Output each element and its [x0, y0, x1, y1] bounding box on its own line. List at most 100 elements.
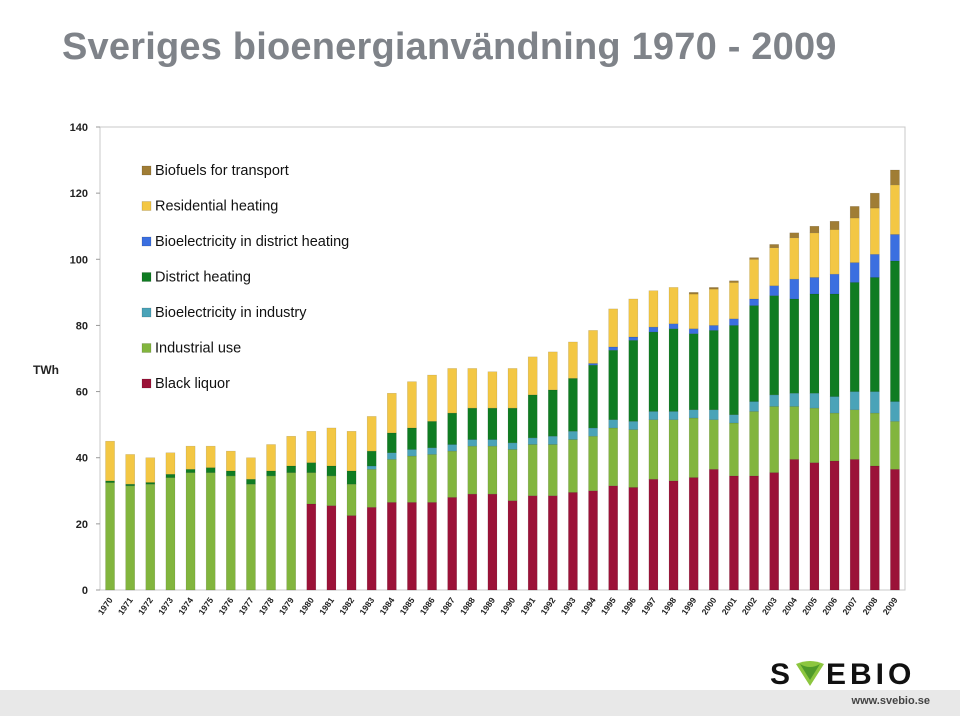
bar-segment: [467, 439, 478, 447]
bar-segment: [729, 280, 739, 283]
x-tick-label: 1975: [196, 595, 215, 616]
bar-segment: [628, 336, 639, 341]
bar-segment: [829, 221, 840, 230]
bar-segment: [628, 429, 639, 488]
bar-segment: [246, 483, 256, 591]
bar-segment: [648, 478, 659, 591]
bar-segment: [487, 439, 498, 447]
bar-segment: [407, 381, 417, 429]
legend-swatch: [141, 272, 152, 282]
bar-segment: [346, 431, 357, 472]
bar-segment: [326, 505, 337, 591]
y-axis: 0 20 40 60 80 100 120 140 TWh: [33, 122, 100, 597]
bar-segment: [286, 465, 296, 473]
x-tick-label: 1971: [116, 595, 135, 616]
bar-segment: [407, 449, 417, 457]
bar-segment: [527, 437, 538, 445]
legend-label: Industrial use: [155, 341, 241, 357]
y-tick-label: 0: [82, 585, 88, 597]
bar-segment: [427, 374, 437, 422]
bar-segment: [165, 474, 176, 478]
bar-segment: [648, 290, 659, 328]
bar-segment: [789, 392, 800, 407]
bar-segment: [588, 435, 598, 492]
bar-segment: [789, 298, 800, 394]
bar-segment: [829, 460, 840, 591]
bar-segment: [890, 469, 900, 591]
bar-segment: [205, 472, 216, 591]
bar-segment: [306, 462, 317, 473]
bar-segment: [769, 295, 779, 396]
y-tick-label: 100: [70, 254, 88, 266]
bar-segment: [568, 439, 578, 493]
bar-segment: [487, 445, 498, 495]
x-tick-label: 1982: [337, 595, 356, 616]
bar-segment: [809, 392, 820, 409]
bar-segment: [306, 472, 317, 505]
x-tick-label: 1987: [438, 595, 457, 616]
legend-label: Residential heating: [155, 199, 278, 215]
x-tick-label: 1999: [679, 595, 698, 616]
bar-segment: [487, 407, 498, 440]
bar-segment: [568, 341, 578, 379]
bar-segment: [608, 419, 618, 429]
bar-segment: [709, 469, 719, 591]
x-tick-label: 1997: [639, 595, 658, 616]
bar-segment: [809, 277, 820, 295]
footer-url: www.svebio.se: [851, 695, 930, 707]
leaf-icon: [796, 661, 824, 686]
x-tick-label: 1998: [659, 595, 678, 616]
bar-segment: [527, 444, 538, 496]
legend-label: Biofuels for transport: [155, 163, 289, 179]
bar-segment: [346, 470, 357, 485]
bar-segment: [849, 217, 860, 263]
bar-segment: [709, 409, 719, 420]
bar-segment: [789, 459, 800, 591]
bar-segment: [668, 287, 679, 325]
bar-segment: [809, 293, 820, 394]
bar-segment: [688, 293, 699, 329]
bar-segment: [125, 454, 135, 485]
x-tick-label: 2009: [881, 595, 900, 616]
x-tick-label: 1993: [559, 595, 578, 616]
bar-segment: [849, 206, 860, 219]
bar-segment: [729, 282, 739, 320]
bar-segment: [709, 325, 719, 331]
x-tick-label: 2001: [720, 595, 739, 616]
bar-segment: [507, 449, 518, 501]
bar-segment: [366, 507, 377, 591]
bar-segment: [709, 288, 719, 326]
bar-segment: [548, 495, 558, 591]
x-tick-label: 1995: [599, 595, 618, 616]
bar-segment: [809, 407, 820, 463]
bar-segment: [507, 407, 518, 444]
bar-segment: [749, 257, 759, 260]
x-tick-label: 1994: [579, 595, 598, 616]
bar-segment: [829, 293, 840, 397]
x-tick-label: 2002: [740, 595, 759, 616]
x-tick-label: 1981: [317, 595, 336, 616]
x-tick-label: 1985: [398, 595, 417, 616]
bar-segment: [125, 485, 135, 591]
bar-segment: [568, 431, 578, 440]
bar-segment: [548, 435, 558, 445]
bar-segment: [890, 401, 900, 422]
bar-segment: [467, 407, 478, 440]
bar-segment: [447, 444, 457, 452]
bar-segment: [507, 442, 518, 450]
x-tick-label: 1973: [156, 595, 175, 616]
legend-swatch: [141, 378, 152, 389]
bar-segment: [387, 502, 397, 591]
bar-segment: [729, 475, 739, 591]
bar-segment: [326, 465, 337, 477]
bar-segment: [407, 502, 417, 591]
y-tick-label: 60: [76, 387, 88, 399]
bar-segment: [608, 308, 618, 348]
bar-segment: [266, 444, 276, 472]
bar-segment: [165, 477, 176, 591]
bar-segment: [688, 417, 699, 478]
bar-segment: [668, 419, 679, 482]
bar-segment: [346, 515, 357, 591]
bar-segment: [266, 470, 276, 477]
bar-segment: [648, 326, 659, 333]
